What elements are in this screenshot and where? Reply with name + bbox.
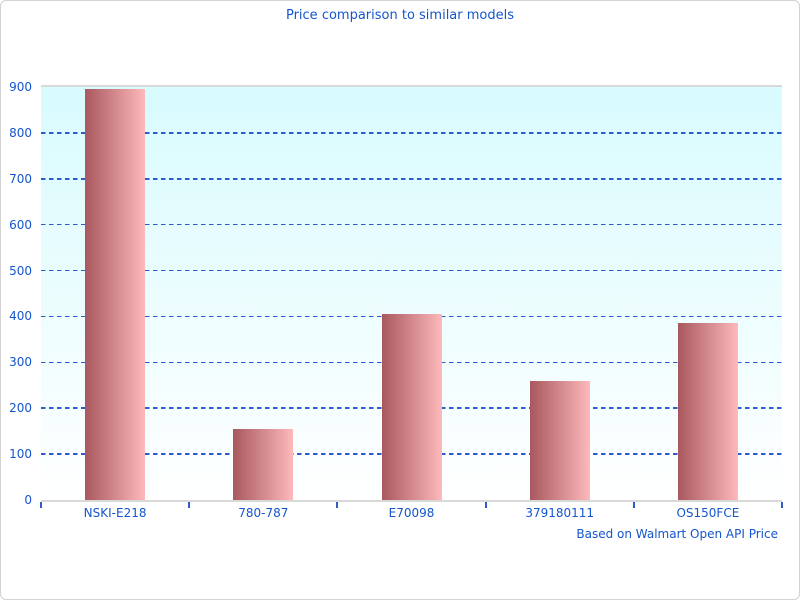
- x-axis-label: E70098: [388, 506, 435, 520]
- y-axis-label: 0: [24, 493, 32, 507]
- x-axis-tick: [188, 502, 191, 508]
- y-axis-label: 700: [9, 171, 32, 186]
- x-axis-label: OS150FCE: [676, 506, 740, 520]
- x-axis-tick: [632, 502, 635, 508]
- gridline: [41, 178, 782, 180]
- y-axis-label: 900: [9, 80, 32, 94]
- x-axis-tick: [781, 502, 783, 508]
- bar: [381, 314, 442, 500]
- y-axis-label: 200: [9, 401, 32, 416]
- bar: [85, 89, 146, 500]
- x-axis-label: 780-787: [238, 506, 289, 520]
- x-axis-tick: [336, 502, 339, 508]
- plot-area: [41, 85, 782, 502]
- x-axis-label: 379180111: [525, 506, 595, 520]
- y-axis-label: 600: [9, 217, 32, 232]
- y-axis-label: 400: [9, 309, 32, 324]
- bar: [529, 380, 590, 500]
- gridline: [41, 269, 782, 272]
- y-axis-label: 100: [9, 447, 32, 462]
- x-axis-tick: [40, 502, 42, 508]
- y-axis-label: 500: [9, 263, 32, 278]
- bar: [677, 323, 738, 500]
- chart-footer: Based on Walmart Open API Price: [576, 527, 778, 541]
- gridline: [41, 132, 782, 134]
- gridline: [41, 223, 782, 226]
- y-axis-label: 300: [9, 355, 32, 370]
- chart-title: Price comparison to similar models: [285, 8, 515, 23]
- x-axis-label: NSKI-E218: [83, 506, 147, 520]
- x-axis-tick: [484, 502, 487, 508]
- y-axis-label: 800: [9, 125, 32, 140]
- bar: [233, 428, 294, 500]
